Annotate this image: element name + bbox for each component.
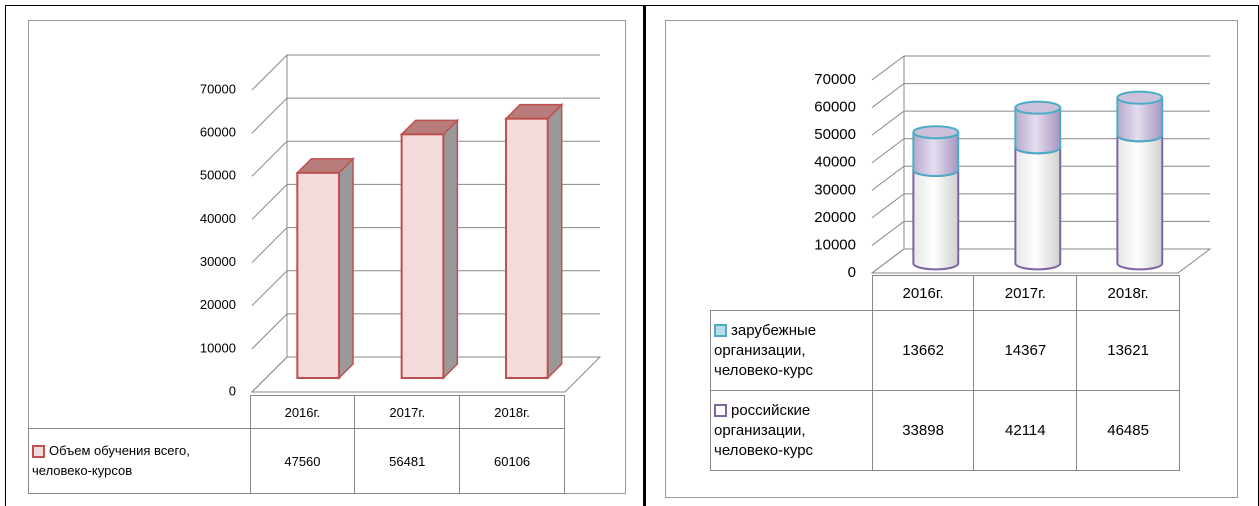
table-row: Объем обучения всего, человеко-курсов 475… — [28, 428, 565, 494]
table-value: 47560 — [249, 428, 356, 494]
grid-line — [871, 110, 1210, 136]
table-value: 46485 — [1076, 390, 1180, 471]
grid-line — [251, 227, 600, 263]
y-tick-label: 70000 — [814, 71, 856, 88]
y-tick-label: 20000 — [814, 209, 856, 226]
y-tick-label: 50000 — [814, 126, 856, 143]
grid-line — [871, 83, 1210, 108]
table-header-row: 2016г. 2017г. 2018г. — [711, 275, 1180, 311]
y-tick-label: 50000 — [200, 168, 236, 183]
table-corner — [711, 276, 873, 311]
grid-line — [871, 165, 1210, 191]
y-tick-label: 70000 — [200, 81, 236, 96]
table-value: 33898 — [871, 390, 975, 471]
grid-line — [251, 140, 600, 177]
legend-entry: российские организации, человеко-курс — [710, 390, 873, 471]
chart-box — [28, 20, 626, 494]
cylinder-segment — [1116, 134, 1164, 271]
grid-line — [871, 193, 1210, 219]
legend-swatch — [714, 324, 727, 338]
table-value: 13621 — [1076, 310, 1180, 391]
table-row: российские организации, человеко-курс 338… — [710, 390, 1180, 471]
legend-label: российские организации, человеко-курс — [714, 401, 814, 459]
y-tick-label: 30000 — [200, 254, 236, 269]
data-table: 2016г. 2017г. 2018г. зарубежные организации… — [710, 275, 1180, 471]
grid-line — [871, 55, 1210, 81]
cylinder-segment — [912, 169, 960, 271]
legend-label: Объем обучения всего, человеко-курсов — [32, 443, 190, 478]
grid-line — [251, 270, 600, 307]
grid-line — [871, 138, 1210, 164]
page-frame-left — [5, 5, 646, 506]
cylinder-top — [912, 125, 960, 140]
cylinder-top — [1014, 100, 1062, 115]
y-tick-label: 10000 — [200, 340, 236, 355]
y-tick-label: 10000 — [814, 236, 856, 253]
legend-entry: зарубежные организации, человеко-курс — [710, 310, 873, 391]
x-tick-label: 2016г. — [249, 395, 356, 429]
grid-line — [871, 220, 1210, 246]
table-value: 56481 — [354, 428, 461, 494]
bar — [400, 133, 445, 379]
legend-swatch — [32, 445, 45, 459]
legend-swatch — [714, 404, 727, 418]
cylinder-segment — [1014, 146, 1062, 271]
grid-line — [251, 313, 600, 350]
x-tick-label: 2018г. — [1076, 275, 1180, 311]
bar-side — [546, 102, 563, 380]
y-tick-label: 30000 — [814, 181, 856, 198]
y-tick-label: 20000 — [200, 297, 236, 312]
table-value: 14367 — [973, 310, 1078, 391]
y-tick-label: 40000 — [200, 211, 236, 226]
data-table: 2016г. 2017г. 2018г. Объем обучения всего, … — [28, 395, 565, 494]
grid-line — [251, 54, 600, 91]
table-value: 42114 — [973, 390, 1078, 471]
y-tick-label: 60000 — [200, 125, 236, 140]
legend-label: зарубежные организации, человеко-курс — [714, 321, 817, 379]
y-tick-label: 0 — [848, 264, 856, 281]
x-tick-label: 2017г. — [354, 395, 461, 429]
y-tick-label: 40000 — [814, 154, 856, 171]
bar-side — [338, 157, 354, 380]
chart-box — [665, 20, 1238, 498]
table-header-row: 2016г. 2017г. 2018г. — [29, 395, 565, 429]
bar — [296, 171, 341, 379]
bar-side — [442, 118, 459, 380]
x-tick-label: 2018г. — [459, 395, 565, 429]
table-value: 13662 — [871, 310, 975, 391]
table-row: зарубежные организации, человеко-курс 136… — [710, 310, 1180, 391]
floor — [250, 356, 602, 393]
table-value: 60106 — [459, 428, 565, 494]
cylinder-top — [1116, 90, 1164, 105]
grid-line — [251, 183, 600, 220]
grid-line — [251, 97, 600, 134]
x-tick-label: 2016г. — [871, 275, 975, 311]
y-tick-label: 60000 — [814, 99, 856, 116]
x-tick-label: 2017г. — [973, 275, 1078, 311]
table-corner — [29, 396, 251, 429]
floor — [870, 248, 1212, 274]
bar — [504, 117, 549, 379]
legend-entry: Объем обучения всего, человеко-курсов — [28, 428, 251, 494]
y-tick-label: 0 — [229, 383, 236, 398]
